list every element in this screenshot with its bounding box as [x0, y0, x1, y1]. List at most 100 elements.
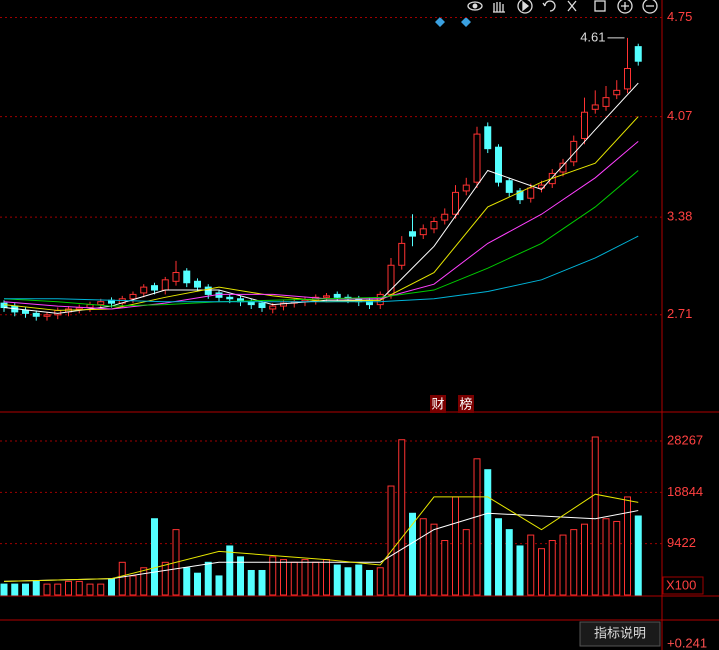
volume-bar [280, 559, 287, 596]
volume-bar [387, 485, 395, 596]
volume-bar [183, 567, 191, 596]
candle-body [376, 293, 384, 306]
volume-bar [441, 540, 449, 596]
candle-body [32, 312, 40, 317]
candle-body [505, 180, 513, 193]
candle-body [140, 286, 148, 294]
volume-bar [86, 583, 94, 596]
unit-box [662, 576, 704, 595]
event-markers[interactable] [435, 17, 471, 27]
volume-bar [333, 564, 341, 596]
volume-bar [462, 529, 470, 596]
volume-bar [419, 518, 427, 596]
indicator-value: +0.241 [667, 635, 707, 650]
volume-bar [269, 556, 277, 596]
volume-bar [54, 583, 62, 596]
candle-body [602, 97, 610, 107]
square-icon[interactable] [594, 0, 606, 12]
volume-bar [161, 561, 169, 596]
volume-bar [398, 439, 406, 596]
volume-bar [355, 564, 363, 596]
y-tick-label: 2.71 [667, 306, 692, 321]
toolbar[interactable] [467, 0, 658, 14]
y-tick-label: 4.75 [667, 9, 692, 24]
candle-body [624, 68, 631, 90]
candle-body [559, 162, 567, 173]
volume-bar [548, 540, 556, 596]
candle-body [409, 231, 416, 237]
candle-body [495, 146, 502, 183]
volume-bar [366, 569, 373, 596]
volume-bar [376, 567, 384, 596]
volume-bar [473, 458, 481, 596]
volume-bar [215, 575, 223, 596]
zoom-out-icon[interactable] [642, 0, 658, 14]
volume-bar [312, 561, 320, 596]
eye-icon[interactable] [467, 1, 483, 11]
hand-icon[interactable] [493, 2, 505, 13]
candle-body [441, 213, 449, 221]
volume-bar [505, 529, 513, 596]
volume-bar [452, 496, 459, 596]
play-icon[interactable] [517, 0, 533, 14]
indicator-button[interactable] [579, 621, 661, 647]
candle-body [323, 295, 330, 298]
cut-icon[interactable] [567, 0, 577, 12]
candle-body [462, 184, 470, 192]
volume-bar [591, 436, 599, 596]
candle-body [570, 140, 578, 163]
candle-body [194, 280, 201, 288]
candle-body [97, 301, 105, 306]
candle-body [86, 304, 94, 309]
volume-bar [108, 578, 115, 596]
candle-body [452, 191, 459, 215]
volume-bar [527, 534, 535, 596]
volume-bar [65, 580, 72, 596]
candle-body [258, 302, 266, 309]
volume-bar [409, 512, 416, 596]
volume-bar [323, 559, 330, 596]
unit-label: X100 [666, 577, 696, 592]
volume-bar [613, 520, 621, 596]
zoom-in-plus [621, 2, 629, 10]
volume-bar [194, 572, 201, 596]
moving-average [4, 235, 639, 303]
volume-bar [430, 523, 438, 596]
candle-body [172, 272, 180, 282]
candle-body [581, 111, 588, 139]
undo-icon[interactable] [542, 0, 556, 12]
candle-body [398, 242, 406, 266]
volume-bar [247, 569, 255, 596]
candle-body [527, 187, 535, 199]
volume-bar [634, 515, 642, 596]
volume-bar [129, 575, 137, 596]
indicator-button-label[interactable]: 指标说明 [594, 625, 646, 640]
badge-box [430, 395, 446, 413]
moving-average [3, 170, 639, 307]
volume-bar [11, 583, 19, 596]
high-annotation: 4.61 [580, 29, 605, 44]
candle-body [613, 89, 621, 96]
eye-icon-pupil [472, 3, 478, 9]
volume-bar [570, 529, 578, 596]
volume-bar [75, 580, 83, 596]
y-tick-label: 28267 [667, 432, 703, 447]
y-tick-label: 3.38 [667, 209, 692, 224]
volume-bar [484, 469, 492, 596]
volume-bar [118, 561, 126, 596]
zoom-in-icon[interactable] [617, 0, 633, 14]
candle-body [516, 190, 524, 201]
volume-bar [22, 583, 29, 596]
candle-body [204, 286, 212, 295]
badge: 财 [431, 396, 444, 411]
candle-body [430, 221, 438, 230]
volume-bar [226, 545, 234, 596]
volume-bar [237, 556, 244, 596]
candle-body [333, 293, 341, 298]
candle-body [22, 309, 29, 314]
y-tick-label: 4.07 [667, 108, 692, 123]
volume-bar [258, 569, 266, 596]
candle-body [43, 314, 51, 317]
volume-bar [538, 548, 545, 596]
